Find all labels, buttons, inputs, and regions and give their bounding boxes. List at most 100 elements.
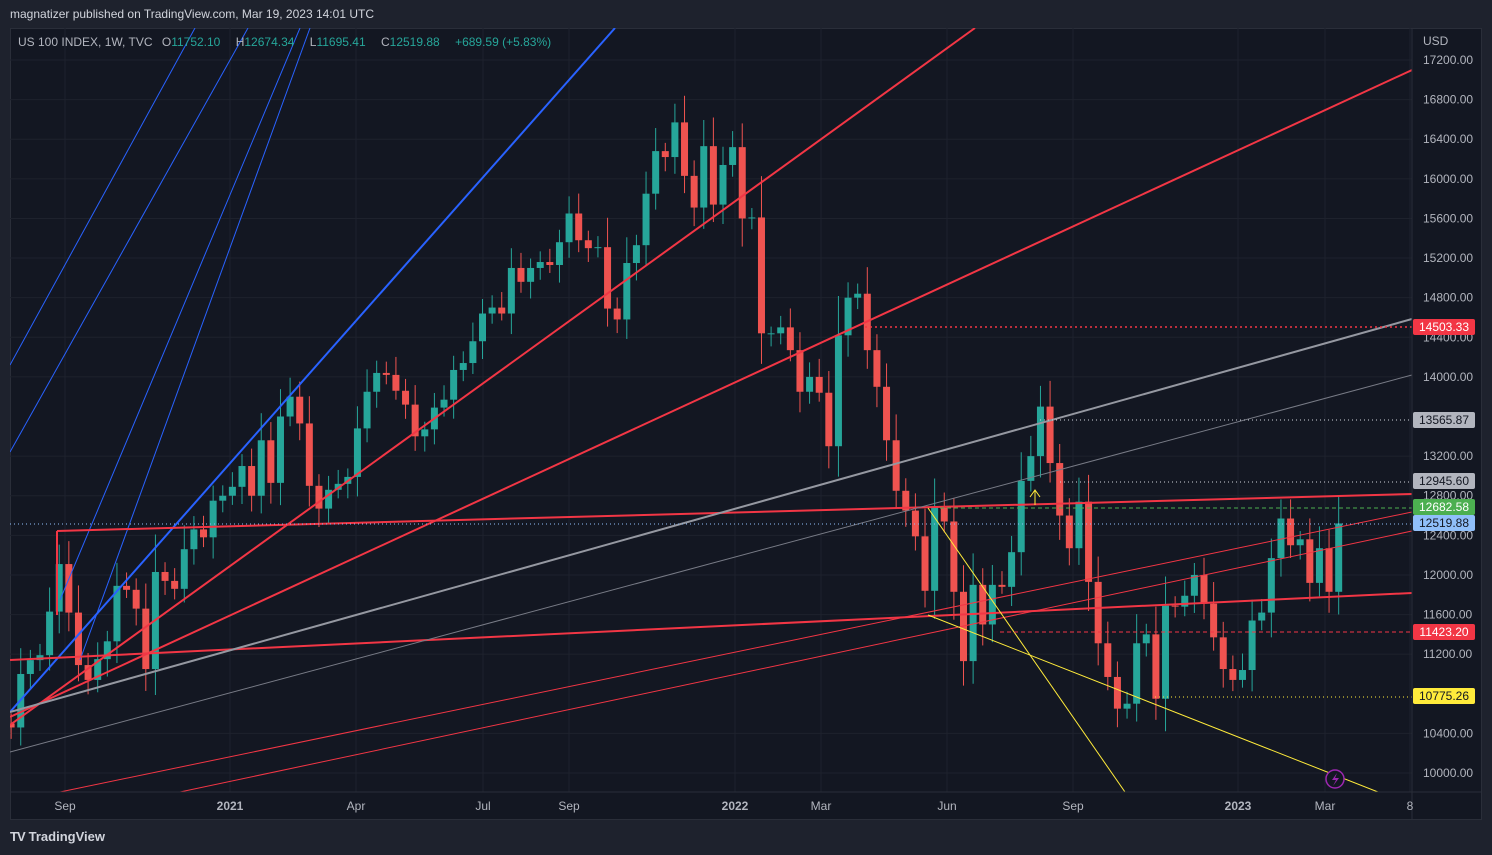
- tradingview-logo[interactable]: TV TradingView: [10, 829, 105, 844]
- price-badge: 10775.26: [1413, 688, 1475, 705]
- candle-body: [1229, 669, 1237, 680]
- candle-body: [440, 399, 448, 408]
- candle-body: [1142, 634, 1150, 644]
- time-tick: Sep: [558, 799, 580, 813]
- price-axis[interactable]: 17200.00 16800.00 16400.00 16000.00 15600.00…: [54, 53, 1473, 813]
- candle-body: [180, 549, 188, 589]
- candle-body: [353, 428, 361, 477]
- candle-body: [286, 396, 294, 417]
- candle-body: [411, 404, 419, 437]
- publisher-line: magnatizer published on TradingView.com,…: [10, 7, 374, 21]
- price-tick: 15600.00: [1423, 211, 1473, 225]
- candle-body: [305, 423, 313, 486]
- blue-parallel-line[interactable]: [10, 28, 196, 366]
- candle-body: [1238, 670, 1246, 680]
- candle-body: [479, 313, 486, 342]
- candle-body: [757, 217, 765, 334]
- lightning-icon[interactable]: [1325, 769, 1345, 789]
- candle-body: [10, 723, 15, 728]
- price-badge: 13565.87: [1413, 411, 1475, 428]
- candle-body: [65, 564, 73, 613]
- candle-body: [228, 486, 236, 496]
- red-thin-channel-line[interactable]: [59, 511, 1412, 792]
- price-tick: 12000.00: [1423, 568, 1473, 582]
- candle-body: [565, 213, 573, 243]
- candle-body: [1162, 605, 1170, 699]
- candle-body: [1306, 539, 1314, 583]
- red-steep-trendline[interactable]: [10, 28, 976, 726]
- gray-thin-trendline[interactable]: [10, 374, 1412, 753]
- candle-body: [1133, 643, 1141, 704]
- candle-body: [1267, 558, 1275, 613]
- red-support-line[interactable]: [10, 592, 1412, 661]
- red-thin-channel-line[interactable]: [179, 530, 1412, 792]
- time-tick: 8: [1407, 799, 1414, 813]
- price-tick: 16400.00: [1423, 132, 1473, 146]
- candle-body: [402, 390, 410, 405]
- candle-body: [806, 376, 814, 392]
- candles: [0, 95, 1343, 746]
- change-value: +689.59 (+5.83%): [455, 35, 552, 49]
- candle-body: [527, 267, 535, 282]
- grid: [10, 28, 1412, 792]
- red-resistance-line[interactable]: [56, 493, 1412, 532]
- candle-body: [421, 429, 429, 437]
- candle-body: [546, 262, 554, 265]
- candle-body: [363, 391, 371, 429]
- candle-body: [1190, 574, 1198, 596]
- candle-body: [1104, 643, 1112, 677]
- yellow-line[interactable]: [927, 614, 1379, 792]
- candle-body: [1296, 539, 1304, 546]
- candle-body: [219, 495, 227, 501]
- price-badge: 12682.58: [1413, 499, 1475, 516]
- candle-body: [469, 341, 477, 364]
- candle-body: [854, 293, 862, 298]
- candle-body: [1152, 634, 1160, 699]
- candle-body: [450, 369, 458, 400]
- red-long-trendline[interactable]: [10, 69, 1412, 718]
- gray-trendline[interactable]: [10, 318, 1412, 713]
- blue-parallel-line[interactable]: [10, 28, 249, 453]
- tv-logo-icon: TV: [10, 829, 26, 844]
- candle-body: [883, 386, 891, 441]
- candle-body: [1046, 406, 1054, 464]
- candle-body: [1056, 463, 1064, 516]
- candle-body: [613, 308, 621, 320]
- candle-body: [1085, 501, 1093, 582]
- time-tick: Mar: [1315, 799, 1336, 813]
- candle-body: [209, 500, 217, 538]
- time-tick: Mar: [811, 799, 832, 813]
- candle-body: [488, 307, 496, 314]
- blue-trendline[interactable]: [10, 28, 616, 713]
- price-tick: 16800.00: [1423, 93, 1473, 107]
- candle-body: [979, 584, 987, 625]
- candle-body: [325, 489, 333, 509]
- candle-body: [623, 263, 631, 320]
- candle-body: [113, 585, 121, 642]
- candle-body: [103, 641, 111, 660]
- candle-body: [132, 589, 140, 609]
- open-value: 11752.10: [171, 35, 221, 49]
- price-badge: 12519.88: [1413, 515, 1475, 532]
- drawings[interactable]: [10, 28, 1412, 792]
- candle-body: [738, 147, 746, 219]
- candle-body: [729, 147, 737, 165]
- close-value: 12519.88: [389, 35, 440, 49]
- candle-body: [1075, 501, 1083, 549]
- candle-body: [661, 151, 669, 158]
- candle-body: [969, 584, 977, 662]
- symbol-label[interactable]: US 100 INDEX, 1W, TVC: [18, 35, 153, 49]
- time-tick: 2022: [722, 799, 749, 813]
- candle-body: [632, 245, 640, 264]
- blue-parallel-line[interactable]: [79, 28, 311, 661]
- yellow-line[interactable]: [927, 507, 1126, 792]
- candle-body: [0, 724, 5, 729]
- price-tick: 15200.00: [1423, 251, 1473, 265]
- time-tick: Jul: [475, 799, 490, 813]
- price-badge: 14503.33: [1413, 319, 1475, 336]
- candle-body: [1027, 456, 1035, 481]
- candle-body: [642, 193, 650, 246]
- blue-parallel-line[interactable]: [59, 28, 301, 601]
- chart-frame[interactable]: [10, 28, 1482, 820]
